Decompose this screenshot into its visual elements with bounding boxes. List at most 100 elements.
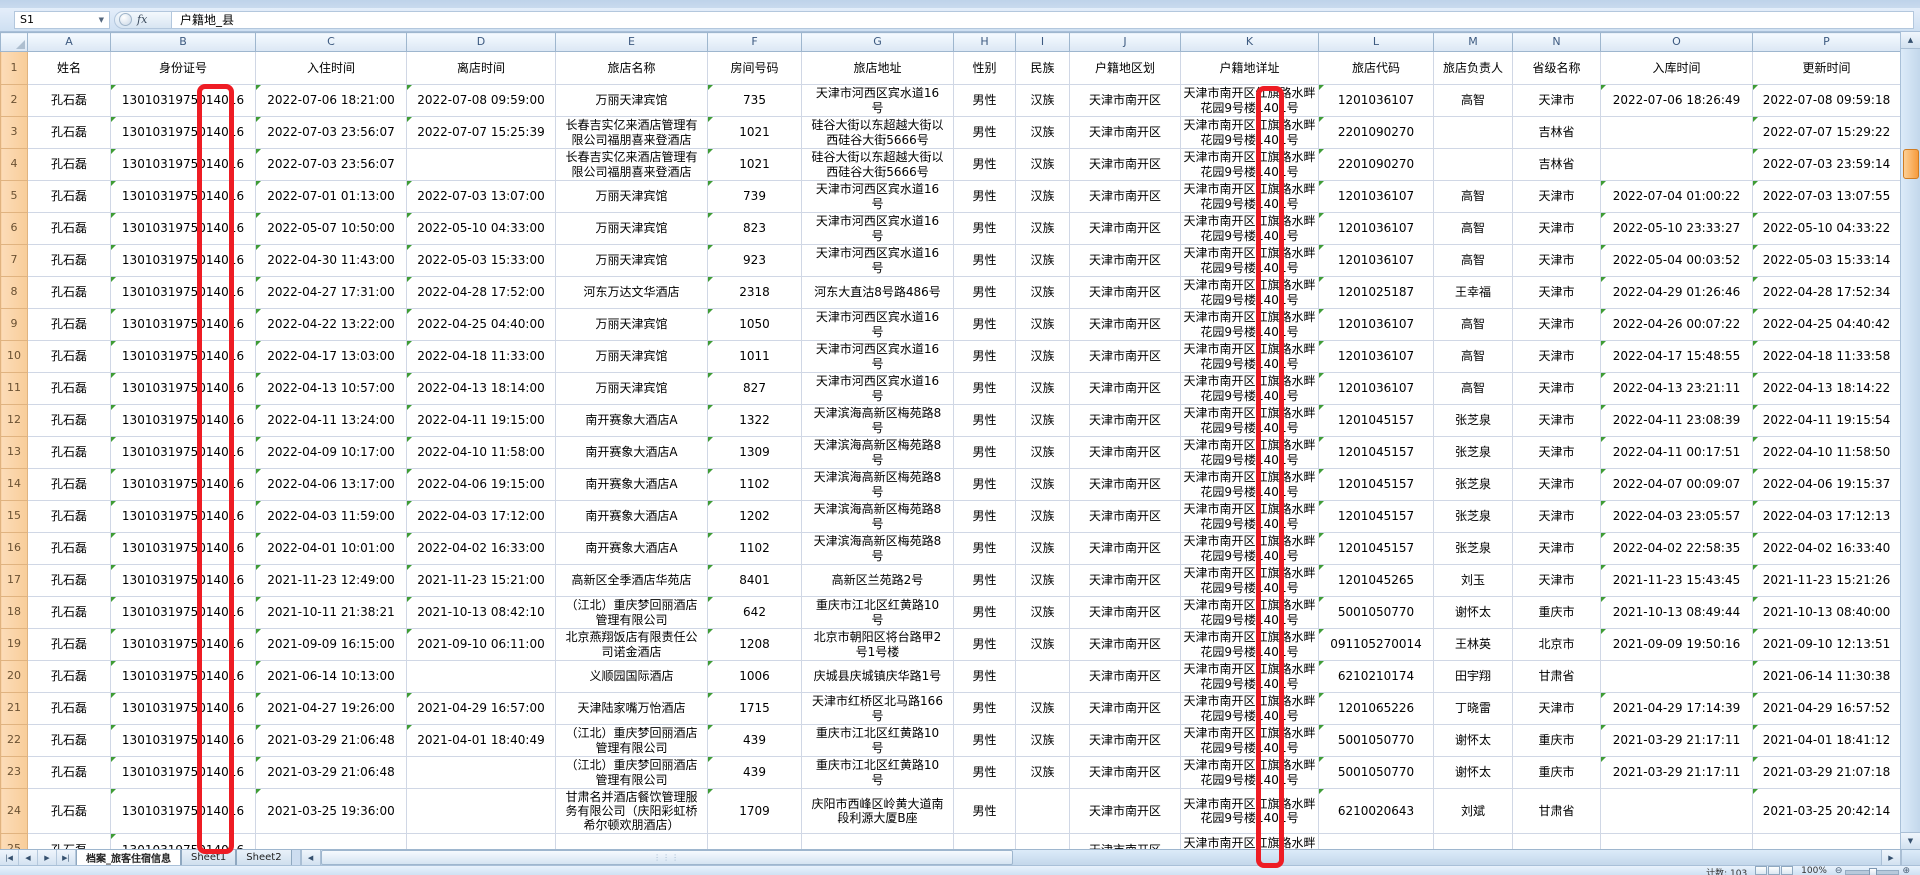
column-header-M[interactable]: M (1433, 32, 1513, 52)
cell-B22[interactable]: 1301031975014016 (110, 724, 256, 757)
cell-I21[interactable]: 汉族 (1015, 692, 1070, 725)
cell-N6[interactable]: 天津市 (1512, 212, 1601, 245)
cell-N24[interactable]: 甘肃省 (1512, 787, 1601, 835)
cell-J3[interactable]: 天津市南开区 (1069, 116, 1181, 149)
cell-B13[interactable]: 1301031975014016 (110, 436, 256, 469)
column-header-B[interactable]: B (110, 32, 256, 52)
cell-D7[interactable]: 2022-05-03 15:33:00 (406, 244, 556, 277)
cell-F16[interactable]: 1102 (707, 532, 802, 565)
cell-N19[interactable]: 北京市 (1512, 628, 1601, 661)
cell-D14[interactable]: 2022-04-06 19:15:00 (406, 468, 556, 501)
cell-N15[interactable]: 天津市 (1512, 500, 1601, 533)
cell-M23[interactable]: 谢怀太 (1433, 756, 1513, 789)
cell-O8[interactable]: 2022-04-29 01:26:46 (1600, 276, 1753, 309)
cell-E14[interactable]: 南开赛象大酒店A (555, 468, 708, 501)
cell-H22[interactable]: 男性 (953, 724, 1016, 757)
cell-M20[interactable]: 田宇翔 (1433, 660, 1513, 693)
cell-D8[interactable]: 2022-04-28 17:52:00 (406, 276, 556, 309)
cell-J22[interactable]: 天津市南开区 (1069, 724, 1181, 757)
cell-F21[interactable]: 1715 (707, 692, 802, 725)
cell-L21[interactable]: 1201065226 (1318, 692, 1434, 725)
cell-H5[interactable]: 男性 (953, 180, 1016, 213)
cell-J25[interactable]: 天津市南开区 (1069, 833, 1181, 849)
header-cell-I1[interactable]: 民族 (1015, 51, 1070, 85)
cell-O21[interactable]: 2021-04-29 17:14:39 (1600, 692, 1753, 725)
cell-H8[interactable]: 男性 (953, 276, 1016, 309)
cell-K21[interactable]: 天津市南开区红旗路水畔花园9号楼1401号 (1180, 692, 1319, 725)
cell-D12[interactable]: 2022-04-11 19:15:00 (406, 404, 556, 437)
cell-I20[interactable] (1015, 660, 1070, 693)
cell-G8[interactable]: 河东大直沽8号路486号 (801, 276, 954, 309)
cell-N23[interactable]: 重庆市 (1512, 756, 1601, 789)
cell-H18[interactable]: 男性 (953, 596, 1016, 629)
page-layout-view-icon[interactable] (1768, 866, 1781, 875)
cell-P5[interactable]: 2022-07-03 13:07:55 (1752, 180, 1900, 213)
cell-C12[interactable]: 2022-04-11 13:24:00 (255, 404, 407, 437)
cell-B19[interactable]: 1301031975014016 (110, 628, 256, 661)
column-header-P[interactable]: P (1752, 32, 1900, 52)
cell-J2[interactable]: 天津市南开区 (1069, 84, 1181, 117)
cell-M17[interactable]: 刘玉 (1433, 564, 1513, 597)
cell-P8[interactable]: 2022-04-28 17:52:34 (1752, 276, 1900, 309)
cell-J7[interactable]: 天津市南开区 (1069, 244, 1181, 277)
cell-O5[interactable]: 2022-07-04 01:00:22 (1600, 180, 1753, 213)
cell-B3[interactable]: 1301031975014016 (110, 116, 256, 149)
cell-L14[interactable]: 1201045157 (1318, 468, 1434, 501)
cell-J9[interactable]: 天津市南开区 (1069, 308, 1181, 341)
cell-M25[interactable] (1433, 833, 1513, 849)
cell-A13[interactable]: 孔石磊 (27, 436, 111, 469)
cell-M4[interactable] (1433, 148, 1513, 181)
cell-N16[interactable]: 天津市 (1512, 532, 1601, 565)
header-cell-O1[interactable]: 入库时间 (1600, 51, 1753, 85)
cell-F11[interactable]: 827 (707, 372, 802, 405)
cell-G15[interactable]: 天津滨海高新区梅苑路8号 (801, 500, 954, 533)
cell-B8[interactable]: 1301031975014016 (110, 276, 256, 309)
cell-M16[interactable]: 张芝泉 (1433, 532, 1513, 565)
cell-D10[interactable]: 2022-04-18 11:33:00 (406, 340, 556, 373)
column-header-F[interactable]: F (707, 32, 802, 52)
cell-K16[interactable]: 天津市南开区红旗路水畔花园9号楼1401号 (1180, 532, 1319, 565)
cell-N17[interactable]: 天津市 (1512, 564, 1601, 597)
cell-B21[interactable]: 1301031975014016 (110, 692, 256, 725)
cell-D19[interactable]: 2021-09-10 06:11:00 (406, 628, 556, 661)
cell-B12[interactable]: 1301031975014016 (110, 404, 256, 437)
cell-L12[interactable]: 1201045157 (1318, 404, 1434, 437)
cell-M3[interactable] (1433, 116, 1513, 149)
cell-H17[interactable]: 男性 (953, 564, 1016, 597)
cell-M2[interactable]: 高智 (1433, 84, 1513, 117)
cell-J4[interactable]: 天津市南开区 (1069, 148, 1181, 181)
cell-K10[interactable]: 天津市南开区红旗路水畔花园9号楼1401号 (1180, 340, 1319, 373)
cell-P24[interactable]: 2021-03-25 20:42:14 (1752, 787, 1900, 835)
header-cell-F1[interactable]: 房间号码 (707, 51, 802, 85)
cell-I8[interactable]: 汉族 (1015, 276, 1070, 309)
cell-H13[interactable]: 男性 (953, 436, 1016, 469)
cell-K22[interactable]: 天津市南开区红旗路水畔花园9号楼1401号 (1180, 724, 1319, 757)
cell-F14[interactable]: 1102 (707, 468, 802, 501)
cell-G24[interactable]: 庆阳市西峰区岭黄大道南段利源大厦B座 (801, 787, 954, 835)
cell-F18[interactable]: 642 (707, 596, 802, 629)
cell-O9[interactable]: 2022-04-26 00:07:22 (1600, 308, 1753, 341)
cell-I17[interactable]: 汉族 (1015, 564, 1070, 597)
cell-P14[interactable]: 2022-04-06 19:15:37 (1752, 468, 1900, 501)
cell-O20[interactable] (1600, 660, 1753, 693)
cell-D24[interactable] (406, 787, 556, 835)
column-header-K[interactable]: K (1180, 32, 1319, 52)
cell-F17[interactable]: 8401 (707, 564, 802, 597)
cell-B11[interactable]: 1301031975014016 (110, 372, 256, 405)
cell-P18[interactable]: 2021-10-13 08:40:00 (1752, 596, 1900, 629)
cell-F12[interactable]: 1322 (707, 404, 802, 437)
cell-K7[interactable]: 天津市南开区红旗路水畔花园9号楼1401号 (1180, 244, 1319, 277)
cell-A23[interactable]: 孔石磊 (27, 756, 111, 789)
header-cell-B1[interactable]: 身份证号 (110, 51, 256, 85)
first-sheet-button[interactable]: |◀ (0, 850, 19, 865)
column-header-D[interactable]: D (406, 32, 556, 52)
cell-L13[interactable]: 1201045157 (1318, 436, 1434, 469)
cell-E9[interactable]: 万丽天津宾馆 (555, 308, 708, 341)
cell-F20[interactable]: 1006 (707, 660, 802, 693)
cell-J13[interactable]: 天津市南开区 (1069, 436, 1181, 469)
cell-H15[interactable]: 男性 (953, 500, 1016, 533)
cell-K11[interactable]: 天津市南开区红旗路水畔花园9号楼1401号 (1180, 372, 1319, 405)
header-cell-D1[interactable]: 离店时间 (406, 51, 556, 85)
cell-E5[interactable]: 万丽天津宾馆 (555, 180, 708, 213)
cell-B23[interactable]: 1301031975014016 (110, 756, 256, 789)
